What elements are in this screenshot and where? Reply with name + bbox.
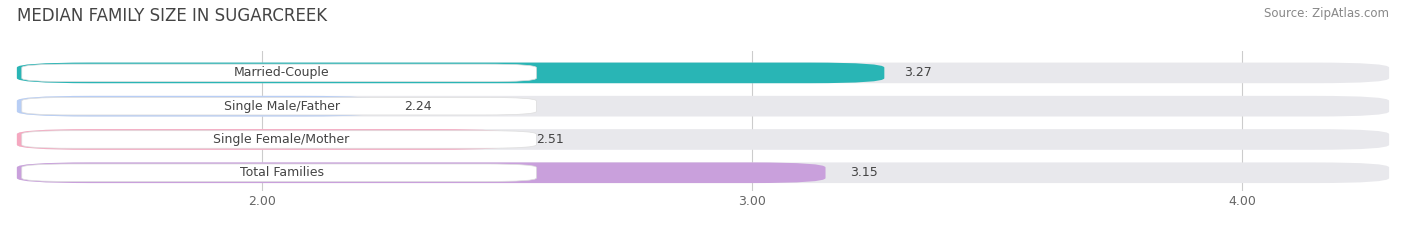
FancyBboxPatch shape <box>21 64 536 82</box>
Text: 2.51: 2.51 <box>536 133 564 146</box>
FancyBboxPatch shape <box>17 129 512 150</box>
Text: Single Male/Father: Single Male/Father <box>224 100 339 113</box>
FancyBboxPatch shape <box>17 129 1389 150</box>
Text: Total Families: Total Families <box>239 166 323 179</box>
FancyBboxPatch shape <box>17 96 1389 116</box>
FancyBboxPatch shape <box>21 164 536 182</box>
Text: Single Female/Mother: Single Female/Mother <box>214 133 350 146</box>
Text: 3.27: 3.27 <box>904 66 932 79</box>
Text: 2.24: 2.24 <box>404 100 432 113</box>
Text: Married-Couple: Married-Couple <box>233 66 329 79</box>
FancyBboxPatch shape <box>17 63 884 83</box>
FancyBboxPatch shape <box>17 63 1389 83</box>
FancyBboxPatch shape <box>17 162 825 183</box>
Text: MEDIAN FAMILY SIZE IN SUGARCREEK: MEDIAN FAMILY SIZE IN SUGARCREEK <box>17 7 328 25</box>
FancyBboxPatch shape <box>21 97 536 115</box>
FancyBboxPatch shape <box>17 162 1389 183</box>
FancyBboxPatch shape <box>17 96 380 116</box>
Text: 3.15: 3.15 <box>851 166 877 179</box>
Text: Source: ZipAtlas.com: Source: ZipAtlas.com <box>1264 7 1389 20</box>
FancyBboxPatch shape <box>21 131 536 148</box>
